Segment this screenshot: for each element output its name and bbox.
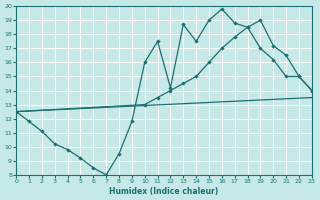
X-axis label: Humidex (Indice chaleur): Humidex (Indice chaleur) (109, 187, 219, 196)
